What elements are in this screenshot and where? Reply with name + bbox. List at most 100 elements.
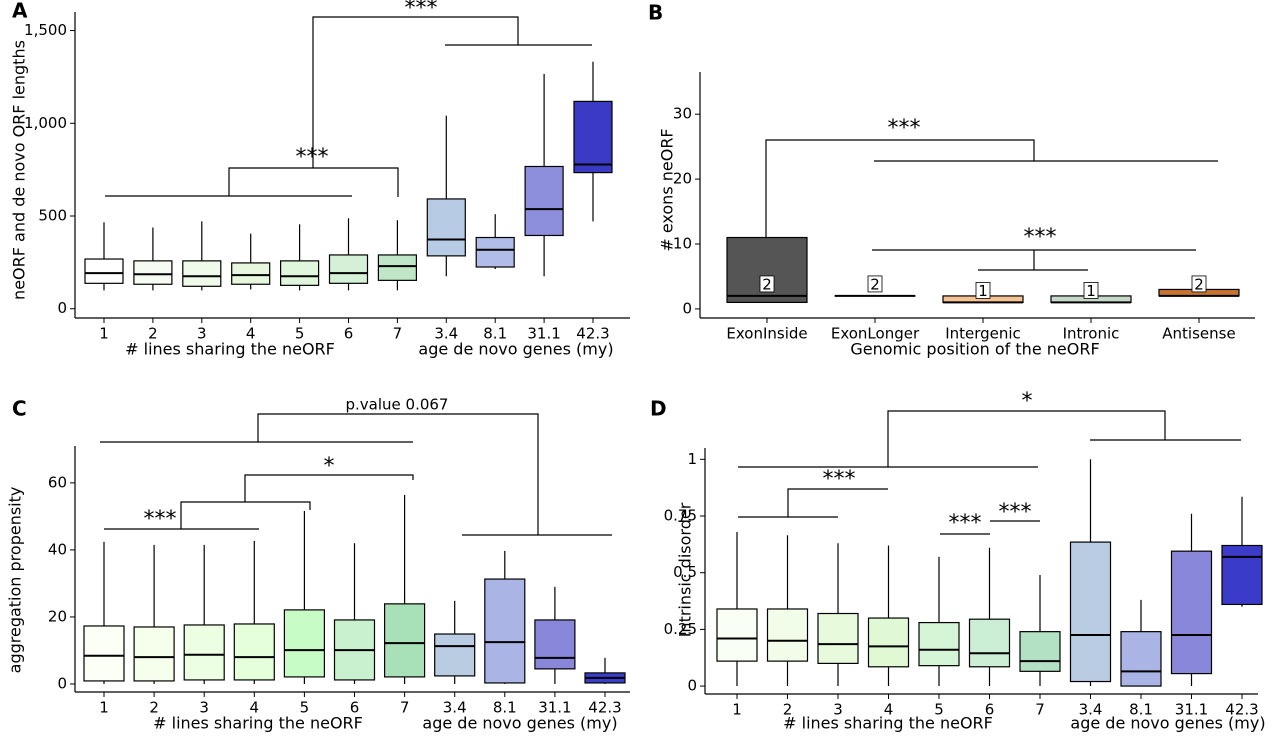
box [232,263,270,284]
box [330,255,368,283]
x-tick-label: Intergenic [945,325,1021,343]
box [525,166,563,235]
box [970,619,1010,667]
x-tick-label: 31.1 [1175,701,1208,719]
y-tick-label: 1,500 [24,21,67,39]
y-axis-label: Intrinsic disorder [676,502,695,637]
significance-bracket [788,489,888,517]
x-tick-label: 5 [295,325,305,343]
box [1172,551,1212,673]
x-tick-label: 8.1 [493,699,517,717]
box [281,261,319,285]
x-tick-label: ExonLonger [831,325,920,343]
box [427,199,465,256]
x-tick-label: 1 [99,325,109,343]
x-tick-label: 6 [344,325,354,343]
box [485,579,525,683]
x-tick-label: 7 [1035,701,1045,719]
annotation: *** [949,511,982,536]
significance-bracket [229,168,398,197]
panel-letter: D [650,397,667,421]
box [385,604,425,677]
x-tick-label: 4 [246,325,256,343]
x-tick-label: 42.3 [576,325,609,343]
y-axis-label: # exons neORF [658,128,677,251]
box [535,620,575,669]
y-tick-label: 0 [687,677,697,695]
annotation: *** [823,467,856,492]
box [574,101,612,172]
box [183,261,221,286]
box [1121,632,1161,686]
annotation: p.value 0.067 [346,396,449,414]
x-tick-label: 3.4 [443,699,467,717]
median-label: 1 [978,282,988,300]
x-tick-label: 3 [197,325,207,343]
box [378,255,416,280]
box [85,259,123,283]
y-tick-label: 1,000 [24,114,67,132]
x-tick-label: 1 [99,699,109,717]
x-tick-label: 42.3 [1225,701,1258,719]
x-tick-label: 42.3 [588,699,621,717]
annotation: *** [296,145,329,170]
x-tick-label: 6 [350,699,360,717]
x-tick-label: 2 [783,701,793,719]
box [134,261,172,284]
x-tick-label: 7 [393,325,403,343]
box [435,634,475,676]
box [818,614,858,664]
box [84,626,124,681]
box [869,618,909,667]
y-axis-label: neORF and de novo ORF lengths [10,40,29,300]
x-tick-label: Intronic [1063,325,1120,343]
annotation: *** [144,507,177,532]
y-tick-label: 30 [673,105,692,123]
y-axis-label: aggregation propensity [6,487,25,674]
median-label: 2 [870,275,880,293]
x-tick-label: 3.4 [434,325,458,343]
y-tick-label: 1 [687,450,697,468]
y-tick-label: 0 [57,299,67,317]
significance-bracket [888,411,1165,467]
y-tick-label: 0 [682,299,692,317]
x-tick-label: ExonInside [726,325,807,343]
box [768,609,808,661]
box [234,624,274,680]
panel-letter: A [12,0,28,23]
x-tick-label: 31.1 [527,325,560,343]
x-tick-label: 3.4 [1079,701,1103,719]
box [184,625,224,680]
panel-letter: B [648,1,663,25]
x-tick-label: 4 [250,699,260,717]
y-tick-label: 40 [48,540,67,558]
y-tick-label: 0 [57,674,67,692]
significance-bracket [245,475,413,502]
x-tick-label: 5 [934,701,944,719]
box [1222,545,1262,604]
box [1071,542,1111,681]
median-label: 1 [1086,282,1096,300]
y-tick-label: 60 [48,473,67,491]
box [284,610,324,677]
significance-bracket [766,140,1034,238]
box [717,609,757,661]
box [134,627,174,681]
significance-bracket [313,17,518,168]
x-tick-label: 7 [400,699,410,717]
x-tick-label: 31.1 [538,699,571,717]
annotation: *** [888,116,921,141]
box [1020,632,1060,672]
annotation: *** [1024,225,1057,250]
x-tick-label: 2 [148,325,158,343]
x-tick-label: 1 [732,701,742,719]
x-tick-label: 3 [833,701,843,719]
x-tick-label: 5 [300,699,310,717]
annotation: * [324,454,335,479]
